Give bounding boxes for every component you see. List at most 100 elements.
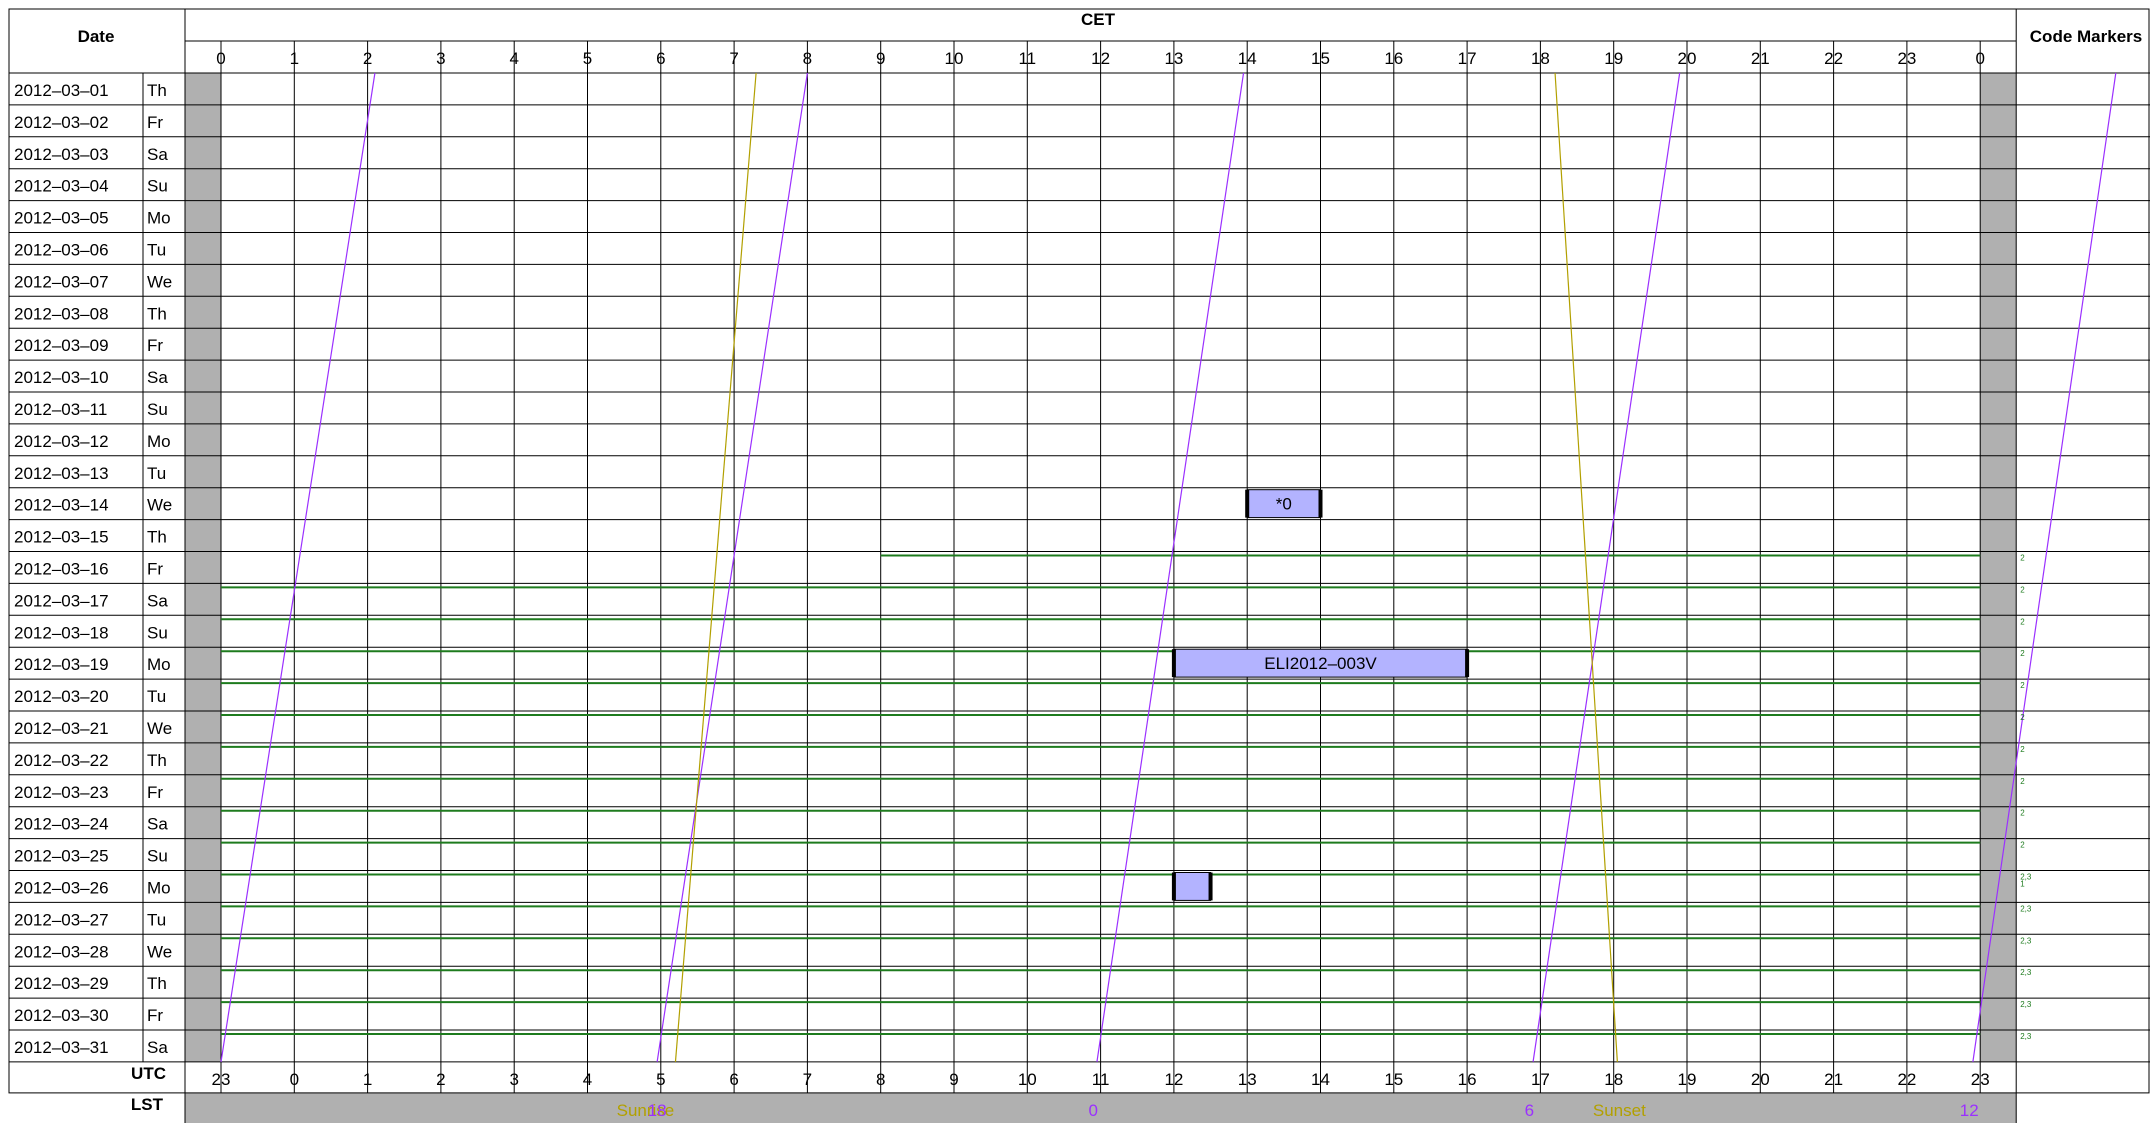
row-date: 2012–03–18 [14,623,109,642]
row-date: 2012–03–28 [14,942,109,961]
utc-tick-label: 8 [876,1070,885,1089]
sunrise-line [674,72,757,1062]
cet-tick-label: 7 [729,49,738,68]
cet-tick-label: 13 [1164,49,1183,68]
cet-tick-label: 18 [1531,49,1550,68]
code-marker: 1 [2020,880,2025,889]
utc-tick-label: 22 [1897,1070,1916,1089]
right-grey-margin [1980,73,2017,1062]
utc-tick-label: 0 [290,1070,299,1089]
row-day: Sa [147,591,168,610]
code-markers-header: Code Markers [2030,27,2142,46]
row-day: Mo [147,209,171,228]
cet-tick-label: 19 [1604,49,1623,68]
cet-tick-label: 6 [656,49,665,68]
lst-tick-label: 18 [648,1101,667,1120]
lst-line [1972,72,2117,1062]
cet-tick-label: 23 [1897,49,1916,68]
row-day: Th [147,974,167,993]
utc-tick-label: 14 [1311,1070,1330,1089]
cet-tick-label: 3 [436,49,445,68]
lst-line [1532,72,1681,1062]
row-date: 2012–03–24 [14,815,109,834]
utc-tick-label: 16 [1458,1070,1477,1089]
code-marker: 2 [2020,617,2025,626]
lst-axis-label: LST [131,1095,164,1114]
row-day: Fr [147,783,163,802]
row-day: Su [147,400,168,419]
row-date: 2012–03–05 [14,209,109,228]
table-frame [8,8,2150,1094]
row-date: 2012–03–25 [14,847,109,866]
row-day: We [147,942,172,961]
utc-tick-label: 15 [1384,1070,1403,1089]
block-label: ELI2012–003V [1264,654,1377,673]
row-day: We [147,719,172,738]
code-marker: 2 [2020,809,2025,818]
row-day: Th [147,528,167,547]
code-marker: 2,3 [2020,1032,2032,1041]
code-marker: 2 [2020,649,2025,658]
code-marker: 2,3 [2020,936,2032,945]
row-date: 2012–03–27 [14,910,109,929]
row-day: Tu [147,464,166,483]
cet-tick-label: 5 [583,49,592,68]
utc-tick-label: 7 [803,1070,812,1089]
row-date: 2012–03–17 [14,591,109,610]
row-day: Tu [147,910,166,929]
row-day: Fr [147,336,163,355]
row-day: Fr [147,1006,163,1025]
row-date: 2012–03–07 [14,272,109,291]
block-start-marker [1171,872,1176,901]
observation-block[interactable] [1173,648,1468,678]
row-date: 2012–03–11 [14,400,107,419]
sunset-line [1554,72,1618,1062]
block-label: *0 [1276,495,1292,514]
lst-line [1096,72,1245,1062]
lst-tick-label: 12 [1960,1101,1979,1120]
cet-tick-label: 4 [509,49,518,68]
utc-tick-label: 4 [583,1070,592,1089]
lst-line [220,72,376,1062]
block-start-marker [1245,489,1250,518]
code-marker: 2 [2020,745,2025,754]
cet-tick-label: 2 [363,49,372,68]
row-date: 2012–03–21 [14,719,109,738]
observation-block[interactable] [1173,872,1212,901]
row-day: Sa [147,1038,168,1057]
row-date: 2012–03–10 [14,368,109,387]
code-marker: 2 [2020,554,2025,563]
row-day: Fr [147,560,163,579]
lst-tick-label: 6 [1525,1101,1534,1120]
row-date: 2012–03–01 [14,81,109,100]
observation-block[interactable] [1246,489,1321,519]
utc-tick-label: 13 [1238,1070,1257,1089]
utc-tick-label: 20 [1751,1070,1770,1089]
row-date: 2012–03–23 [14,783,109,802]
row-day: Su [147,623,168,642]
cet-tick-label: 0 [1975,49,1984,68]
row-day: Mo [147,432,171,451]
row-date: 2012–03–02 [14,113,109,132]
row-day: Mo [147,879,171,898]
lst-tick-label: 0 [1089,1101,1098,1120]
row-day: Sa [147,145,168,164]
cet-tick-label: 11 [1018,49,1036,68]
cet-tick-label: 1 [290,49,299,68]
row-day: Mo [147,655,171,674]
utc-tick-label: 2 [436,1070,445,1089]
row-date: 2012–03–29 [14,974,109,993]
utc-tick-label: 23 [1971,1070,1990,1089]
row-date: 2012–03–26 [14,879,109,898]
row-date: 2012–03–16 [14,560,109,579]
utc-tick-label: 11 [1092,1070,1110,1089]
row-date: 2012–03–19 [14,655,109,674]
row-day: Sa [147,368,168,387]
utc-tick-label: 10 [1018,1070,1037,1089]
cet-tick-label: 14 [1238,49,1257,68]
row-day: Tu [147,241,166,260]
block-end-marker [1208,872,1213,901]
cet-tick-label: 10 [945,49,964,68]
date-column-header: Date [78,27,115,46]
